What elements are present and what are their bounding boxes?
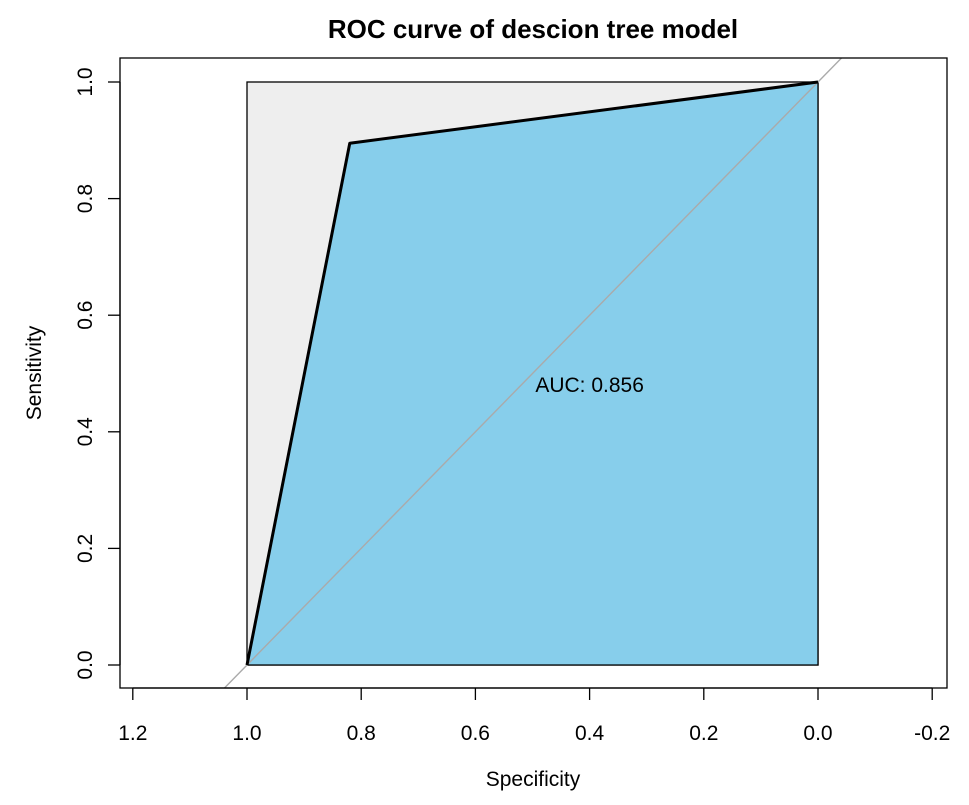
- y-tick-label: 0.8: [74, 184, 97, 213]
- y-tick-label: 0.0: [74, 650, 97, 679]
- x-tick-label: 1.2: [118, 722, 147, 745]
- y-tick-label: 0.4: [74, 417, 97, 447]
- chart-title: ROC curve of descion tree model: [328, 14, 738, 44]
- roc-curve-line: [245, 80, 819, 666]
- x-tick-label: 0.6: [461, 722, 490, 745]
- y-axis-label: Sensitivity: [23, 325, 46, 420]
- plot-area: AUC: 0.856 1.2 1.0 0.8 0.6 0.4 0.2 0.0 -0.2 0.0 0.…: [74, 57, 950, 745]
- x-tick-label: 0.2: [689, 722, 718, 745]
- x-axis-label: Specificity: [486, 768, 581, 791]
- y-tick-label: 1.0: [74, 67, 97, 96]
- y-tick-label: 0.2: [74, 534, 97, 563]
- auc-label: AUC: 0.856: [535, 374, 644, 397]
- x-tick-label: 0.8: [347, 722, 376, 745]
- x-tick-label: -0.2: [914, 722, 950, 745]
- y-tick-label: 0.6: [74, 301, 97, 330]
- x-tick-label: 0.4: [575, 722, 605, 745]
- x-tick-label: 0.0: [803, 722, 832, 745]
- reference-line-group: [223, 58, 843, 688]
- x-tick-label: 1.0: [232, 722, 261, 745]
- reference-line: [223, 58, 843, 688]
